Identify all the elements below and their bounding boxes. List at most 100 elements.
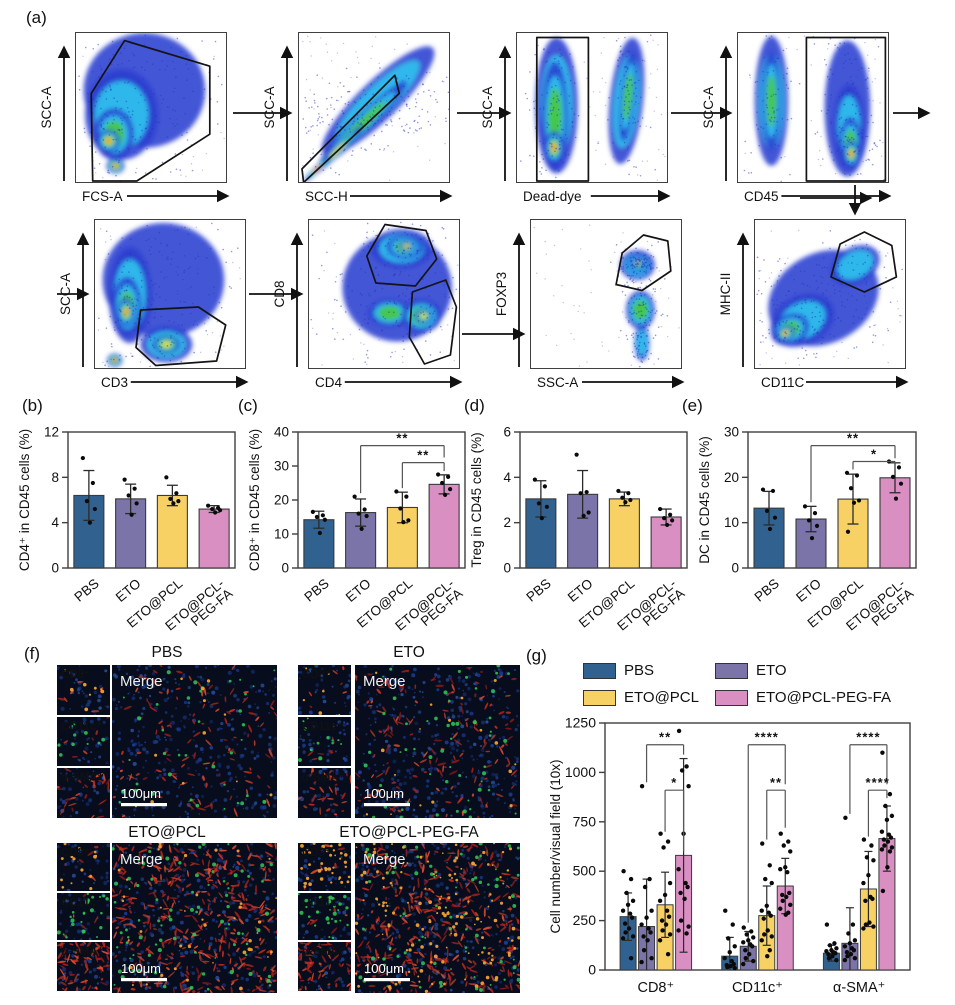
legend-swatch-etopclpegfa xyxy=(715,689,748,706)
micro-title-eto: ETO xyxy=(393,644,425,661)
svg-text:0: 0 xyxy=(588,962,596,978)
svg-text:α-SMA⁺: α-SMA⁺ xyxy=(302,772,345,784)
svg-text:ETO@PCL: ETO@PCL xyxy=(805,575,867,630)
svg-text:α-SMA⁺: α-SMA⁺ xyxy=(61,946,104,958)
svg-text:*: * xyxy=(871,446,877,461)
svg-text:30: 30 xyxy=(724,425,739,440)
svg-text:12: 12 xyxy=(44,425,59,440)
legend-label-pbs: PBS xyxy=(624,662,655,679)
flow-plot-dc xyxy=(754,219,906,369)
flow-plot-foxp3 xyxy=(530,219,682,369)
svg-text:CD11c⁺: CD11c⁺ xyxy=(302,721,343,733)
legend-item-etopclpegfa: ETO@PCL-PEG-FA xyxy=(715,689,891,706)
svg-text:2: 2 xyxy=(503,515,511,530)
svg-text:ETO: ETO xyxy=(793,576,824,605)
legend-item-pbs: PBS xyxy=(583,662,654,679)
svg-text:PBS: PBS xyxy=(523,576,553,605)
svg-text:CD8: CD8 xyxy=(272,280,287,307)
micro-channel-CD11c⁺-2: CD11c⁺ xyxy=(57,893,110,940)
svg-text:250: 250 xyxy=(573,912,597,928)
micro-title-etopclpegfa: ETO@PCL-PEG-FA xyxy=(339,824,479,841)
svg-text:****: **** xyxy=(856,730,880,745)
svg-text:CD11C: CD11C xyxy=(761,375,805,390)
svg-text:CD11c⁺: CD11c⁺ xyxy=(61,897,102,909)
panel-label-a: (a) xyxy=(26,8,47,27)
svg-text:CD8⁺: CD8⁺ xyxy=(61,669,90,681)
panel-label-c: (c) xyxy=(238,396,258,415)
svg-text:CD45: CD45 xyxy=(744,189,779,204)
micro-channel-CD8⁺-0: CD8⁺ xyxy=(57,665,110,715)
svg-text:ETO: ETO xyxy=(113,576,144,605)
svg-text:SCC-A: SCC-A xyxy=(701,86,716,128)
svg-text:PBS: PBS xyxy=(301,576,331,605)
svg-text:SCC-H: SCC-H xyxy=(305,189,348,204)
svg-text:**: ** xyxy=(417,448,429,463)
svg-text:ETO@PCL: ETO@PCL xyxy=(354,575,416,630)
svg-text:CD3: CD3 xyxy=(101,375,128,390)
svg-text:**: ** xyxy=(659,730,671,745)
panel-label-e: (e) xyxy=(682,396,703,415)
flow-plot-cd45 xyxy=(737,32,889,183)
svg-text:CD8⁺: CD8⁺ xyxy=(302,669,331,681)
micro-channel-α-SMA⁺-0: α-SMA⁺ xyxy=(57,768,110,818)
svg-text:SSC-A: SSC-A xyxy=(537,375,578,390)
flow-plot-fsc xyxy=(75,32,227,183)
micro-title-etopcl: ETO@PCL xyxy=(128,824,206,841)
svg-text:ETO@PCL-PEG-FA: ETO@PCL-PEG-FA xyxy=(162,576,235,644)
legend-item-eto: ETO xyxy=(715,662,787,679)
svg-text:4: 4 xyxy=(503,470,511,485)
panel-label-b: (b) xyxy=(22,396,43,415)
svg-text:CD4: CD4 xyxy=(315,375,342,390)
svg-text:ETO: ETO xyxy=(343,576,374,605)
svg-text:1000: 1000 xyxy=(565,764,596,780)
svg-text:20: 20 xyxy=(274,493,289,508)
panel-label-f: (f) xyxy=(24,644,41,663)
micro-merge-0: Merge 100μm xyxy=(112,665,277,818)
svg-text:**: ** xyxy=(770,775,782,790)
micro-channel-α-SMA⁺-3: α-SMA⁺ xyxy=(298,942,351,991)
panel-label-d: (d) xyxy=(464,396,485,415)
micro-title-pbs: PBS xyxy=(151,644,183,661)
svg-text:Dead-dye: Dead-dye xyxy=(523,189,582,204)
svg-text:750: 750 xyxy=(573,813,597,829)
legend-label-etopclpegfa: ETO@PCL-PEG-FA xyxy=(756,689,891,706)
svg-text:0: 0 xyxy=(51,561,59,576)
micro-channel-CD11c⁺-3: CD11c⁺ xyxy=(298,893,351,940)
svg-text:Cell number/visual field (10x): Cell number/visual field (10x) xyxy=(548,759,563,933)
svg-text:DC in CD45 cells (%): DC in CD45 cells (%) xyxy=(697,436,712,564)
chart-g: 0 250 500 750 1000 1250 Cell number/visual fie… xyxy=(548,715,911,996)
svg-text:Merge: Merge xyxy=(120,673,163,690)
svg-text:Treg in CD45 cells (%): Treg in CD45 cells (%) xyxy=(469,432,484,567)
micro-channel-CD11c⁺-1: CD11c⁺ xyxy=(298,717,351,766)
svg-text:α-SMA⁺: α-SMA⁺ xyxy=(833,980,885,996)
legend-swatch-eto xyxy=(715,662,748,679)
svg-text:CD4⁺ in CD45 cells (%): CD4⁺ in CD45 cells (%) xyxy=(17,429,32,571)
svg-text:PBS: PBS xyxy=(71,576,101,605)
micro-channel-α-SMA⁺-2: α-SMA⁺ xyxy=(57,942,110,991)
svg-text:CD8⁺ in CD45 cells (%): CD8⁺ in CD45 cells (%) xyxy=(247,429,262,571)
svg-text:****: **** xyxy=(866,775,890,790)
svg-text:ETO@PCL-PEG-FA: ETO@PCL-PEG-FA xyxy=(392,576,465,644)
svg-text:20: 20 xyxy=(724,470,739,485)
svg-text:**: ** xyxy=(396,431,408,446)
svg-text:500: 500 xyxy=(573,863,597,879)
svg-text:SCC-A: SCC-A xyxy=(480,86,495,128)
svg-text:CD11c⁺: CD11c⁺ xyxy=(732,980,783,996)
legend-swatch-pbs xyxy=(583,662,616,679)
svg-text:0: 0 xyxy=(731,561,739,576)
svg-text:MHC-II: MHC-II xyxy=(718,273,733,316)
svg-text:Merge: Merge xyxy=(363,673,406,690)
svg-text:SCC-A: SCC-A xyxy=(262,86,277,128)
svg-text:α-SMA⁺: α-SMA⁺ xyxy=(61,772,104,784)
svg-text:0: 0 xyxy=(503,561,511,576)
flow-plot-cd4cd8 xyxy=(308,219,460,369)
svg-text:CD11c⁺: CD11c⁺ xyxy=(61,721,102,733)
svg-text:*: * xyxy=(671,775,677,790)
flow-plot-cd3 xyxy=(94,219,246,369)
svg-text:PBS: PBS xyxy=(752,576,782,605)
legend-label-etopcl: ETO@PCL xyxy=(624,689,699,706)
